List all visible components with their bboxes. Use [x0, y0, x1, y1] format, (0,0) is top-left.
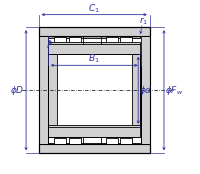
- Text: $\phi d$: $\phi d$: [139, 84, 153, 97]
- Bar: [106, 138, 118, 144]
- Text: $\phi D$: $\phi D$: [10, 84, 24, 97]
- Bar: [48, 143, 140, 144]
- Bar: [141, 36, 150, 144]
- Bar: [39, 27, 150, 36]
- Text: $r$: $r$: [46, 40, 52, 50]
- Bar: [69, 37, 81, 44]
- Bar: [48, 36, 140, 38]
- Text: $\phi F_w$: $\phi F_w$: [165, 84, 183, 97]
- Bar: [69, 138, 81, 144]
- Text: $B_1$: $B_1$: [88, 53, 100, 65]
- Bar: [39, 144, 150, 153]
- Bar: [120, 37, 132, 44]
- Text: $r_1$: $r_1$: [139, 15, 149, 27]
- Bar: [48, 54, 57, 127]
- Bar: [48, 42, 140, 54]
- Bar: [132, 54, 140, 127]
- Text: $C_1$: $C_1$: [88, 2, 100, 15]
- Bar: [106, 37, 118, 44]
- Bar: [54, 37, 66, 44]
- Bar: [120, 138, 132, 144]
- Bar: [39, 36, 48, 144]
- Bar: [54, 138, 66, 144]
- Bar: [48, 125, 140, 137]
